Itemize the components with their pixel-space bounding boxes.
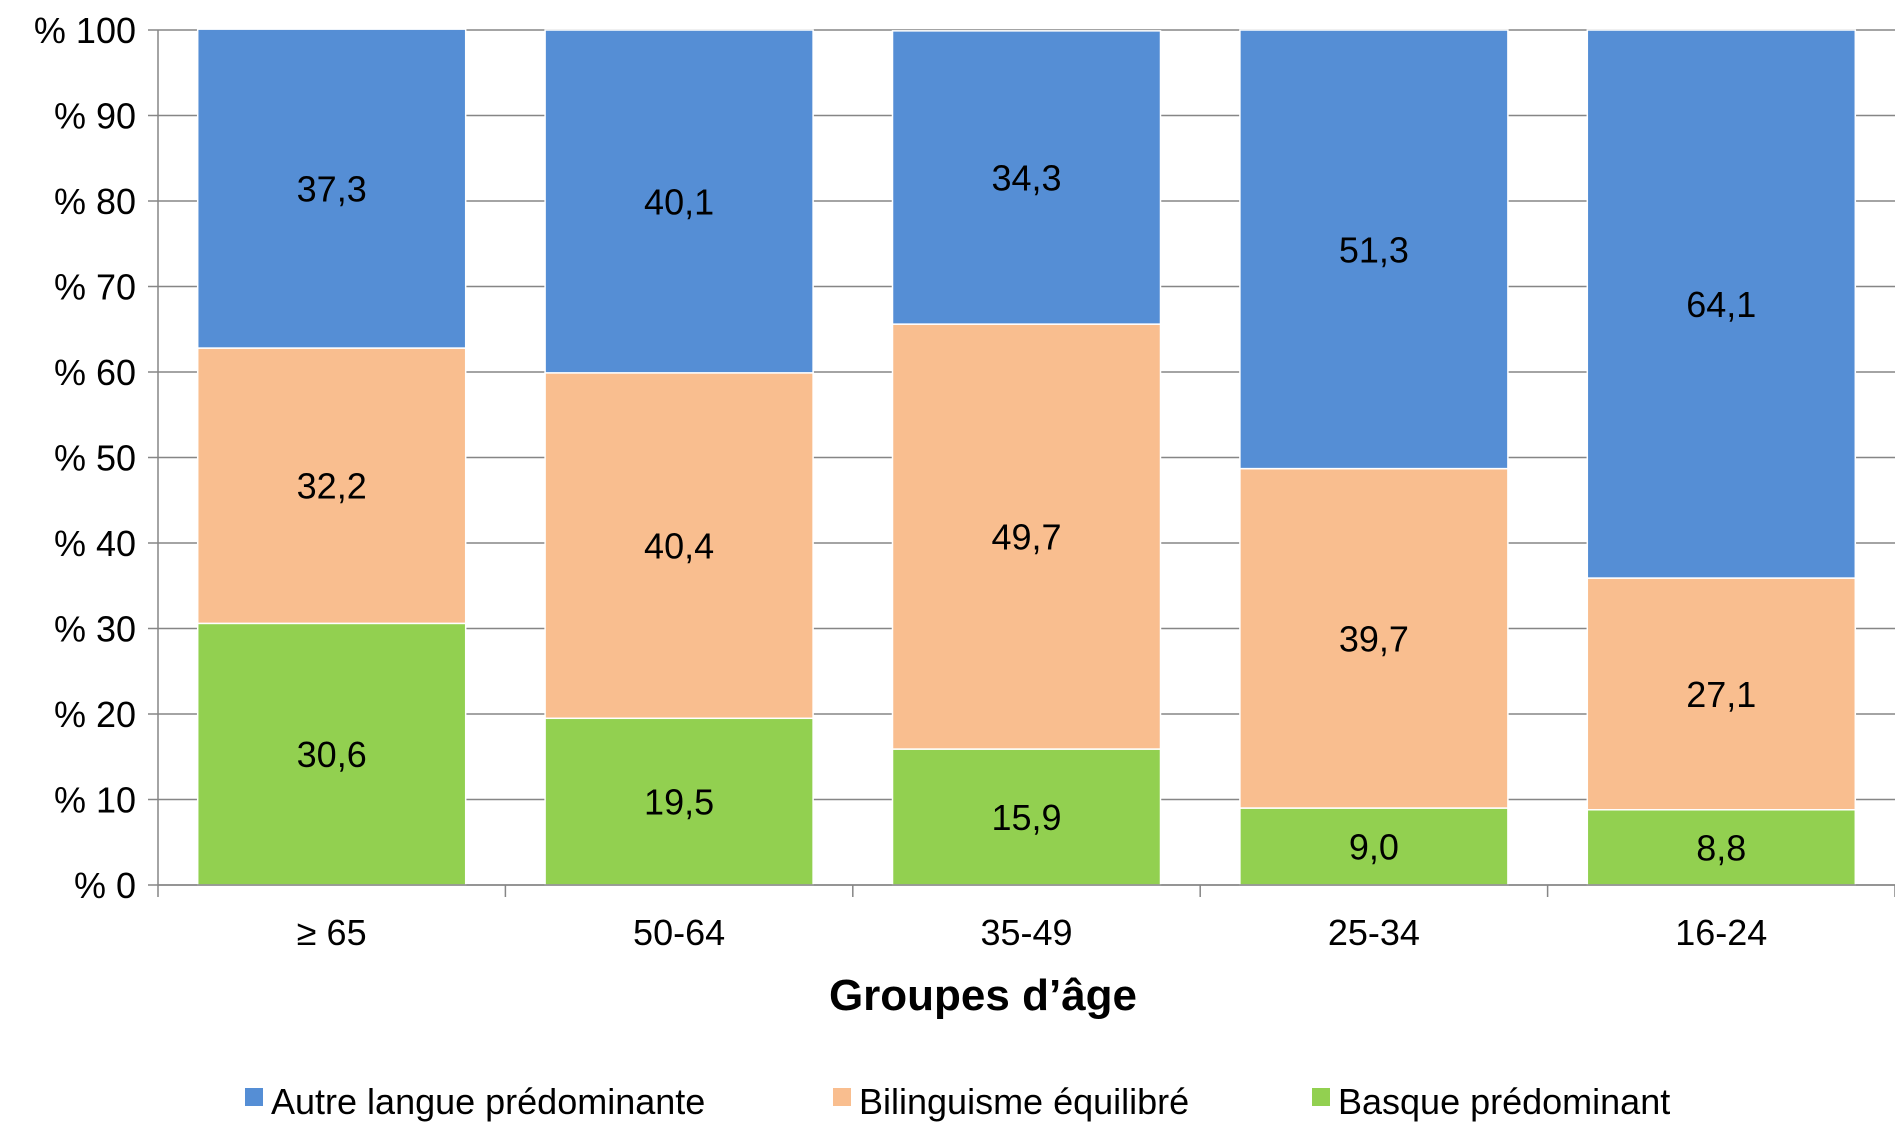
data-label: 40,4 (644, 526, 714, 567)
y-tick-label: % 80 (54, 181, 136, 222)
y-tick-label: % 100 (34, 10, 136, 51)
y-tick-label: % 60 (54, 352, 136, 393)
data-labels: 30,6 32,2 37,3 19,5 40,4 40,1 15,9 49,7 34,3 9,0 3… (297, 157, 1757, 868)
data-label: 39,7 (1339, 618, 1409, 659)
y-tick-label: % 50 (54, 438, 136, 479)
legend-label: Bilinguisme équilibré (859, 1081, 1189, 1122)
legend-swatch (1312, 1088, 1330, 1106)
bar-segment (1586, 809, 1857, 886)
data-label: 40,1 (644, 181, 714, 222)
y-tick-label: % 10 (54, 780, 136, 821)
legend-label: Basque prédominant (1338, 1081, 1670, 1122)
bar-segment (196, 622, 467, 886)
data-label: 15,9 (991, 797, 1061, 838)
y-tick-label: % 0 (74, 865, 136, 906)
y-tick-label: % 90 (54, 96, 136, 137)
legend-swatch (833, 1088, 851, 1106)
bars (196, 28, 1857, 886)
bar-segment (1239, 807, 1509, 886)
bar-segment (891, 323, 1162, 750)
bar-segment (891, 748, 1162, 886)
legend-swatch (245, 1088, 263, 1106)
bar-segment (544, 29, 814, 374)
data-label: 8,8 (1696, 827, 1746, 868)
data-label: 49,7 (991, 517, 1061, 558)
y-tick-label: % 20 (54, 694, 136, 735)
x-tick-label: 35-49 (980, 912, 1072, 953)
bar-segment (544, 372, 814, 720)
axes: % 0 % 10 % 20 % 30 % 40 % 50 % 60 % 70 % 80 % 90%… (34, 10, 1895, 953)
x-axis-title: Groupes d’âge (829, 971, 1137, 1020)
data-label: 34,3 (991, 157, 1061, 198)
bar-segment (196, 28, 467, 349)
y-tick-label: % 70 (54, 267, 136, 308)
data-label: 51,3 (1339, 229, 1409, 270)
data-label: 64,1 (1686, 284, 1756, 325)
data-label: 9,0 (1349, 827, 1399, 868)
x-tick-label: 16-24 (1675, 912, 1767, 953)
y-tick-label: % 40 (54, 523, 136, 564)
bar-segment (544, 717, 814, 886)
x-tick-label: 50-64 (633, 912, 725, 953)
data-label: 30,6 (297, 734, 367, 775)
data-label: 19,5 (644, 782, 714, 823)
bar-segment (196, 347, 467, 625)
x-tick-label: 25-34 (1328, 912, 1420, 953)
data-label: 27,1 (1686, 674, 1756, 715)
legend: Autre langue prédominante Bilinguisme équ… (245, 1081, 1670, 1122)
x-tick-label: ≥ 65 (297, 912, 367, 953)
bar-segment (1239, 29, 1509, 470)
bar-segment (1586, 577, 1857, 811)
bar-segment (891, 30, 1162, 325)
bar-segment (1586, 29, 1857, 579)
bar-segment (1239, 467, 1509, 809)
data-label: 37,3 (297, 169, 367, 210)
y-tick-label: % 30 (54, 609, 136, 650)
legend-label: Autre langue prédominante (271, 1081, 705, 1122)
data-label: 32,2 (297, 466, 367, 507)
